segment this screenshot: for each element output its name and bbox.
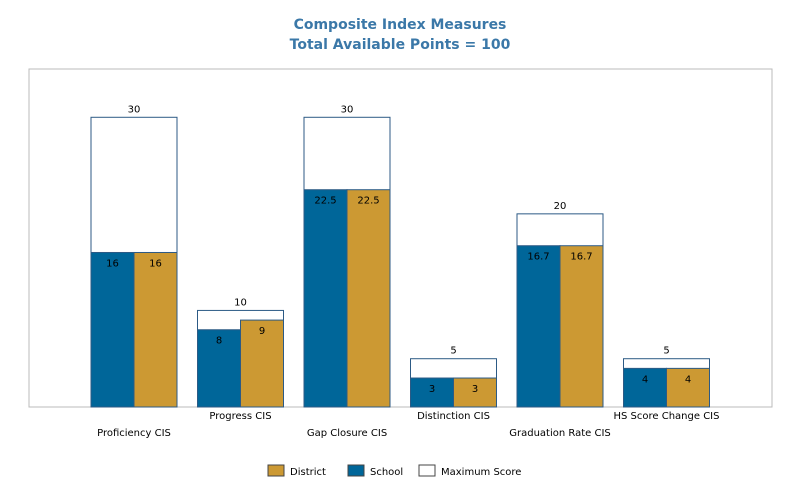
legend-swatch <box>267 464 285 477</box>
x-tick-label: Proficiency CIS <box>97 428 171 439</box>
district-value-label: 9 <box>259 326 265 337</box>
max-score-value-label: 30 <box>341 104 354 115</box>
max-score-value-label: 5 <box>663 346 669 357</box>
district-bar <box>666 367 710 408</box>
x-tick-label: Distinction CIS <box>417 411 490 422</box>
legend-swatch <box>347 464 365 477</box>
school-bar <box>623 367 667 408</box>
chart-subtitle: Total Available Points = 100 <box>290 37 511 53</box>
x-tick-label: Gap Closure CIS <box>307 428 387 439</box>
district-bar <box>453 377 497 408</box>
max-score-value-label: 5 <box>450 346 456 357</box>
school-bar <box>303 189 348 408</box>
district-value-label: 16 <box>149 258 162 269</box>
district-bar <box>346 189 391 408</box>
x-tick-label: Progress CIS <box>209 411 271 422</box>
school-bar <box>516 245 561 408</box>
x-tick-label: Graduation Rate CIS <box>509 428 611 439</box>
district-bar <box>133 251 178 408</box>
district-value-label: 3 <box>472 384 478 395</box>
chart-title: Composite Index Measures <box>294 17 507 33</box>
max-score-value-label: 30 <box>128 104 141 115</box>
legend-label: Maximum Score <box>441 467 521 478</box>
district-value-label: 16.7 <box>570 252 592 263</box>
max-score-value-label: 10 <box>234 297 247 308</box>
school-value-label: 4 <box>642 374 648 385</box>
school-value-label: 3 <box>429 384 435 395</box>
school-value-label: 8 <box>216 336 222 347</box>
school-bar <box>410 377 454 408</box>
max-score-value-label: 20 <box>554 201 567 212</box>
legend-label: School <box>370 467 403 478</box>
district-bar <box>240 319 284 408</box>
district-value-label: 4 <box>685 374 691 385</box>
school-value-label: 16.7 <box>527 252 549 263</box>
x-tick-label: HS Score Change CIS <box>614 411 720 422</box>
district-value-label: 22.5 <box>357 196 379 207</box>
school-bar <box>90 251 135 408</box>
district-bar <box>559 245 604 408</box>
plot-area <box>28 68 773 408</box>
school-value-label: 16 <box>106 258 119 269</box>
legend-label: District <box>290 467 326 478</box>
legend-swatch <box>418 464 436 477</box>
school-value-label: 22.5 <box>314 196 336 207</box>
